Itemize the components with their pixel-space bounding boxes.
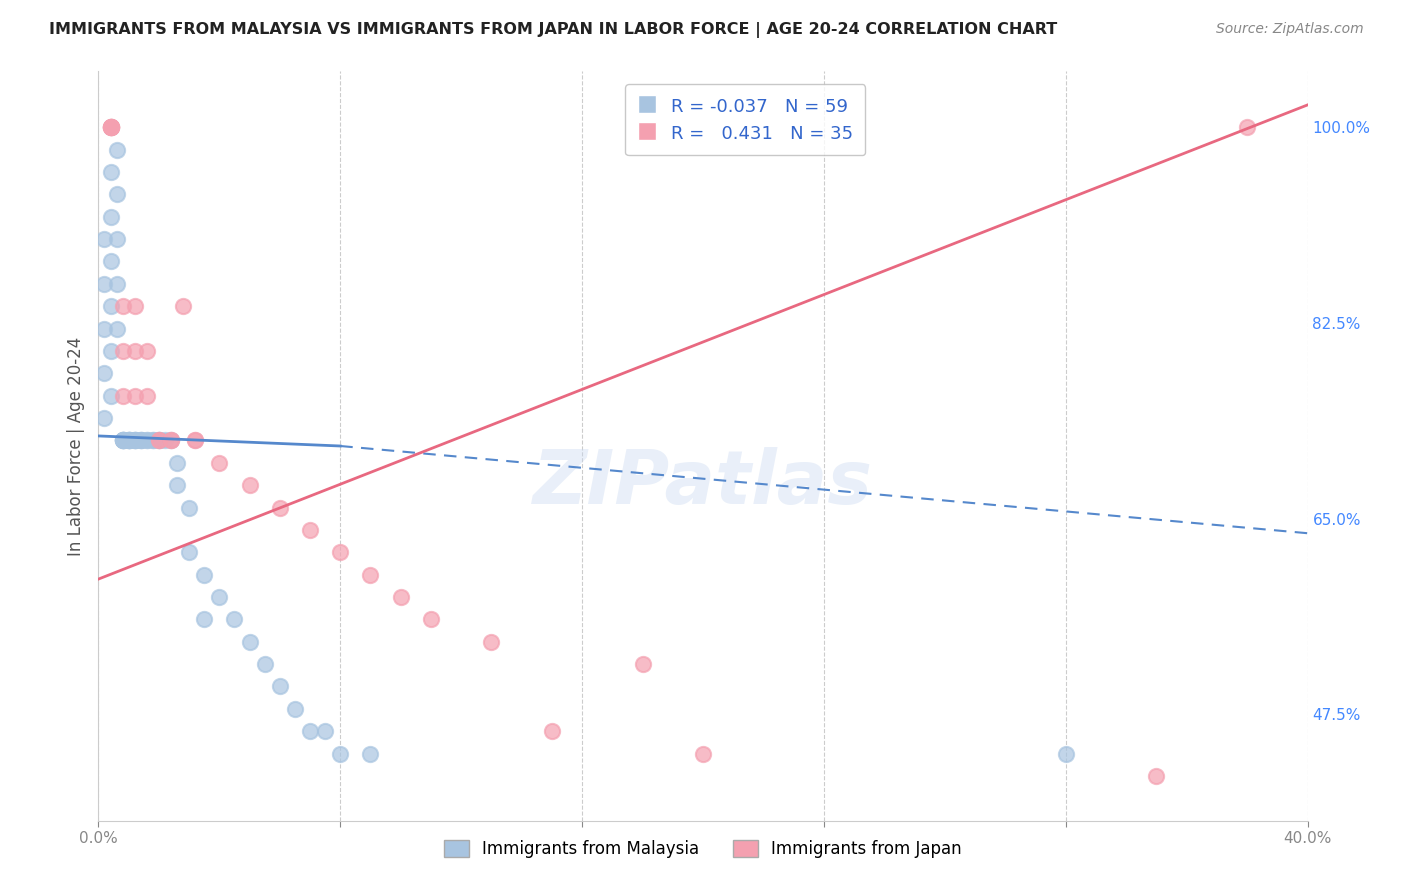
Point xyxy=(1054,747,1077,761)
Point xyxy=(360,567,382,582)
Point xyxy=(100,120,122,135)
Point xyxy=(100,165,122,179)
Point xyxy=(129,434,152,448)
Point xyxy=(111,299,134,313)
Point xyxy=(160,434,183,448)
Point xyxy=(420,612,443,626)
Point xyxy=(124,299,146,313)
Point xyxy=(111,434,134,448)
Point xyxy=(166,456,188,470)
Point xyxy=(93,367,115,381)
Point xyxy=(160,434,183,448)
Point xyxy=(179,545,201,559)
Point xyxy=(100,120,122,135)
Point xyxy=(100,254,122,268)
Point xyxy=(148,434,170,448)
Text: Source: ZipAtlas.com: Source: ZipAtlas.com xyxy=(1216,22,1364,37)
Point xyxy=(100,389,122,403)
Point xyxy=(142,434,165,448)
Point xyxy=(105,232,128,246)
Point xyxy=(124,434,146,448)
Point xyxy=(253,657,276,671)
Point xyxy=(239,478,262,492)
Point xyxy=(166,478,188,492)
Point xyxy=(118,434,141,448)
Point xyxy=(111,434,134,448)
Point xyxy=(631,657,654,671)
Point xyxy=(540,724,562,739)
Point xyxy=(299,523,322,537)
Point xyxy=(184,434,207,448)
Point xyxy=(129,434,152,448)
Point xyxy=(1144,769,1167,783)
Point xyxy=(100,120,122,135)
Point xyxy=(193,567,215,582)
Point xyxy=(118,434,141,448)
Point xyxy=(172,299,194,313)
Point xyxy=(148,434,170,448)
Point xyxy=(135,434,157,448)
Legend: Immigrants from Malaysia, Immigrants from Japan: Immigrants from Malaysia, Immigrants fro… xyxy=(437,833,969,864)
Point xyxy=(111,434,134,448)
Point xyxy=(105,321,128,335)
Point xyxy=(329,545,352,559)
Point xyxy=(93,321,115,335)
Point xyxy=(160,434,183,448)
Point xyxy=(118,434,141,448)
Point xyxy=(111,434,134,448)
Point xyxy=(100,210,122,224)
Point xyxy=(111,343,134,358)
Point xyxy=(124,434,146,448)
Point xyxy=(208,590,231,604)
Point xyxy=(124,434,146,448)
Point xyxy=(105,187,128,202)
Point xyxy=(284,702,307,716)
Point xyxy=(105,143,128,157)
Text: ZIPatlas: ZIPatlas xyxy=(533,447,873,520)
Point xyxy=(179,500,201,515)
Point xyxy=(93,277,115,291)
Point xyxy=(111,389,134,403)
Point xyxy=(135,389,157,403)
Point xyxy=(142,434,165,448)
Point xyxy=(124,434,146,448)
Point xyxy=(208,456,231,470)
Point xyxy=(118,434,141,448)
Point xyxy=(269,500,291,515)
Point xyxy=(93,411,115,425)
Point xyxy=(314,724,336,739)
Point xyxy=(100,343,122,358)
Point xyxy=(184,434,207,448)
Point xyxy=(111,434,134,448)
Point xyxy=(100,299,122,313)
Point xyxy=(100,120,122,135)
Point xyxy=(124,389,146,403)
Point xyxy=(481,634,503,648)
Point xyxy=(329,747,352,761)
Point xyxy=(224,612,246,626)
Point xyxy=(389,590,412,604)
Point xyxy=(193,612,215,626)
Point xyxy=(239,634,262,648)
Point xyxy=(148,434,170,448)
Point xyxy=(148,434,170,448)
Point xyxy=(692,747,714,761)
Point xyxy=(124,343,146,358)
Point xyxy=(111,434,134,448)
Point xyxy=(135,343,157,358)
Point xyxy=(105,277,128,291)
Point xyxy=(129,434,152,448)
Point xyxy=(269,680,291,694)
Point xyxy=(153,434,176,448)
Point xyxy=(100,120,122,135)
Point xyxy=(1236,120,1258,135)
Point xyxy=(118,434,141,448)
Point xyxy=(93,232,115,246)
Point xyxy=(360,747,382,761)
Point xyxy=(299,724,322,739)
Point xyxy=(100,120,122,135)
Y-axis label: In Labor Force | Age 20-24: In Labor Force | Age 20-24 xyxy=(66,336,84,556)
Point xyxy=(135,434,157,448)
Text: IMMIGRANTS FROM MALAYSIA VS IMMIGRANTS FROM JAPAN IN LABOR FORCE | AGE 20-24 COR: IMMIGRANTS FROM MALAYSIA VS IMMIGRANTS F… xyxy=(49,22,1057,38)
